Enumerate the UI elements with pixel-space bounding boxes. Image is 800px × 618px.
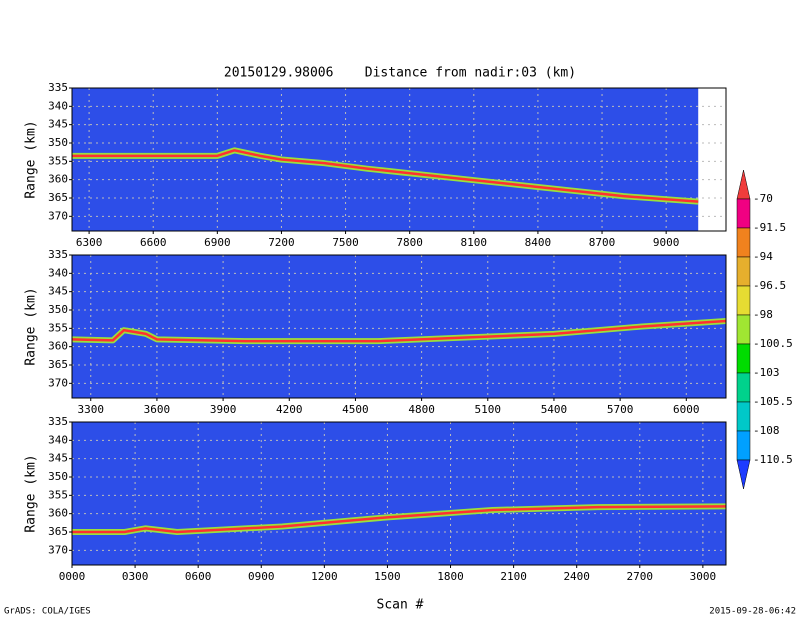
y-axis-label: Range (km) bbox=[24, 454, 39, 532]
y-axis-label: Range (km) bbox=[24, 120, 39, 198]
colorbar-label: -100.5 bbox=[753, 337, 793, 350]
x-axis-label: Scan # bbox=[377, 598, 424, 613]
colorbar-label: -70 bbox=[753, 192, 773, 205]
colorbar-segment bbox=[736, 372, 751, 403]
x-tick-label: 8700 bbox=[589, 236, 616, 249]
x-tick-label: 7800 bbox=[396, 236, 423, 249]
x-tick-label: 6900 bbox=[204, 236, 231, 249]
x-tick-label: 7500 bbox=[332, 236, 359, 249]
colorbar-label: -98 bbox=[753, 308, 773, 321]
surface-line bbox=[71, 319, 727, 343]
y-tick-label: 350 bbox=[48, 470, 68, 483]
colorbar-label: -91.5 bbox=[753, 221, 786, 234]
plot-frame bbox=[71, 254, 727, 399]
y-tick-label: 355 bbox=[48, 488, 68, 501]
x-tick-label: 4200 bbox=[276, 403, 303, 416]
colorbar-triangle bbox=[736, 169, 751, 200]
footer-right: 2015-09-28-06:42 bbox=[709, 607, 796, 617]
colorbar-segment bbox=[736, 343, 751, 374]
x-tick-label: 2700 bbox=[627, 570, 654, 583]
colorbar-triangle bbox=[736, 459, 751, 490]
colorbar-label: -108 bbox=[753, 424, 780, 437]
colorbar-label: -105.5 bbox=[753, 395, 793, 408]
y-tick-label: 340 bbox=[48, 99, 68, 112]
x-tick-label: 8100 bbox=[461, 236, 488, 249]
colorbar-segment bbox=[736, 256, 751, 287]
y-tick-label: 360 bbox=[48, 507, 68, 520]
x-tick-label: 3300 bbox=[77, 403, 104, 416]
colorbar-segment bbox=[736, 430, 751, 461]
x-tick-label: 2400 bbox=[563, 570, 590, 583]
y-tick-label: 370 bbox=[48, 543, 68, 556]
y-tick-label: 345 bbox=[48, 285, 68, 298]
y-axis-label: Range (km) bbox=[24, 287, 39, 365]
x-tick-label: 0600 bbox=[185, 570, 212, 583]
colorbar-segment bbox=[736, 285, 751, 316]
x-tick-label: 4500 bbox=[342, 403, 369, 416]
colorbar-segment bbox=[736, 198, 751, 229]
y-tick-label: 355 bbox=[48, 154, 68, 167]
x-tick-label: 0300 bbox=[122, 570, 149, 583]
colorbar-label: -103 bbox=[753, 366, 780, 379]
x-tick-label: 5100 bbox=[475, 403, 502, 416]
y-tick-label: 350 bbox=[48, 136, 68, 149]
surface-line bbox=[72, 505, 727, 534]
x-tick-label: 1800 bbox=[437, 570, 464, 583]
x-tick-label: 5400 bbox=[541, 403, 568, 416]
y-tick-label: 365 bbox=[48, 358, 68, 371]
y-tick-label: 350 bbox=[48, 303, 68, 316]
y-tick-label: 345 bbox=[48, 118, 68, 131]
x-tick-label: 2100 bbox=[500, 570, 527, 583]
colorbar-segment bbox=[736, 227, 751, 258]
colorbar-label: -96.5 bbox=[753, 279, 786, 292]
y-tick-label: 360 bbox=[48, 340, 68, 353]
y-tick-label: 355 bbox=[48, 321, 68, 334]
x-tick-label: 0000 bbox=[59, 570, 86, 583]
y-tick-label: 335 bbox=[48, 81, 68, 94]
y-tick-label: 370 bbox=[48, 209, 68, 222]
colorbar-segment bbox=[736, 401, 751, 432]
y-tick-label: 340 bbox=[48, 266, 68, 279]
chart-title: 20150129.98006 Distance from nadir:03 (k… bbox=[224, 66, 576, 81]
y-tick-label: 345 bbox=[48, 452, 68, 465]
y-tick-label: 360 bbox=[48, 173, 68, 186]
surface-line bbox=[72, 149, 699, 203]
footer-left: GrADS: COLA/IGES bbox=[4, 607, 91, 617]
x-tick-label: 3600 bbox=[144, 403, 171, 416]
plot-background bbox=[72, 422, 726, 565]
x-tick-label: 3900 bbox=[210, 403, 237, 416]
x-tick-label: 6300 bbox=[76, 236, 103, 249]
plot-background bbox=[72, 88, 699, 231]
y-tick-label: 365 bbox=[48, 525, 68, 538]
x-tick-label: 4800 bbox=[408, 403, 435, 416]
plot-frame bbox=[71, 421, 727, 566]
x-tick-label: 1500 bbox=[374, 570, 401, 583]
x-tick-label: 6600 bbox=[140, 236, 167, 249]
colorbar-segment bbox=[736, 314, 751, 345]
x-tick-label: 5700 bbox=[607, 403, 634, 416]
x-tick-label: 1200 bbox=[311, 570, 338, 583]
x-tick-label: 8400 bbox=[525, 236, 552, 249]
x-tick-label: 0900 bbox=[248, 570, 275, 583]
x-tick-label: 9000 bbox=[653, 236, 680, 249]
plot-frame bbox=[71, 87, 727, 232]
colorbar-label: -94 bbox=[753, 250, 773, 263]
x-tick-label: 3000 bbox=[690, 570, 717, 583]
x-tick-label: 7200 bbox=[268, 236, 295, 249]
colorbar-label: -110.5 bbox=[753, 453, 793, 466]
y-tick-label: 335 bbox=[48, 415, 68, 428]
y-tick-label: 365 bbox=[48, 191, 68, 204]
y-tick-label: 340 bbox=[48, 433, 68, 446]
y-tick-label: 370 bbox=[48, 376, 68, 389]
y-tick-label: 335 bbox=[48, 248, 68, 261]
x-tick-label: 6000 bbox=[673, 403, 700, 416]
